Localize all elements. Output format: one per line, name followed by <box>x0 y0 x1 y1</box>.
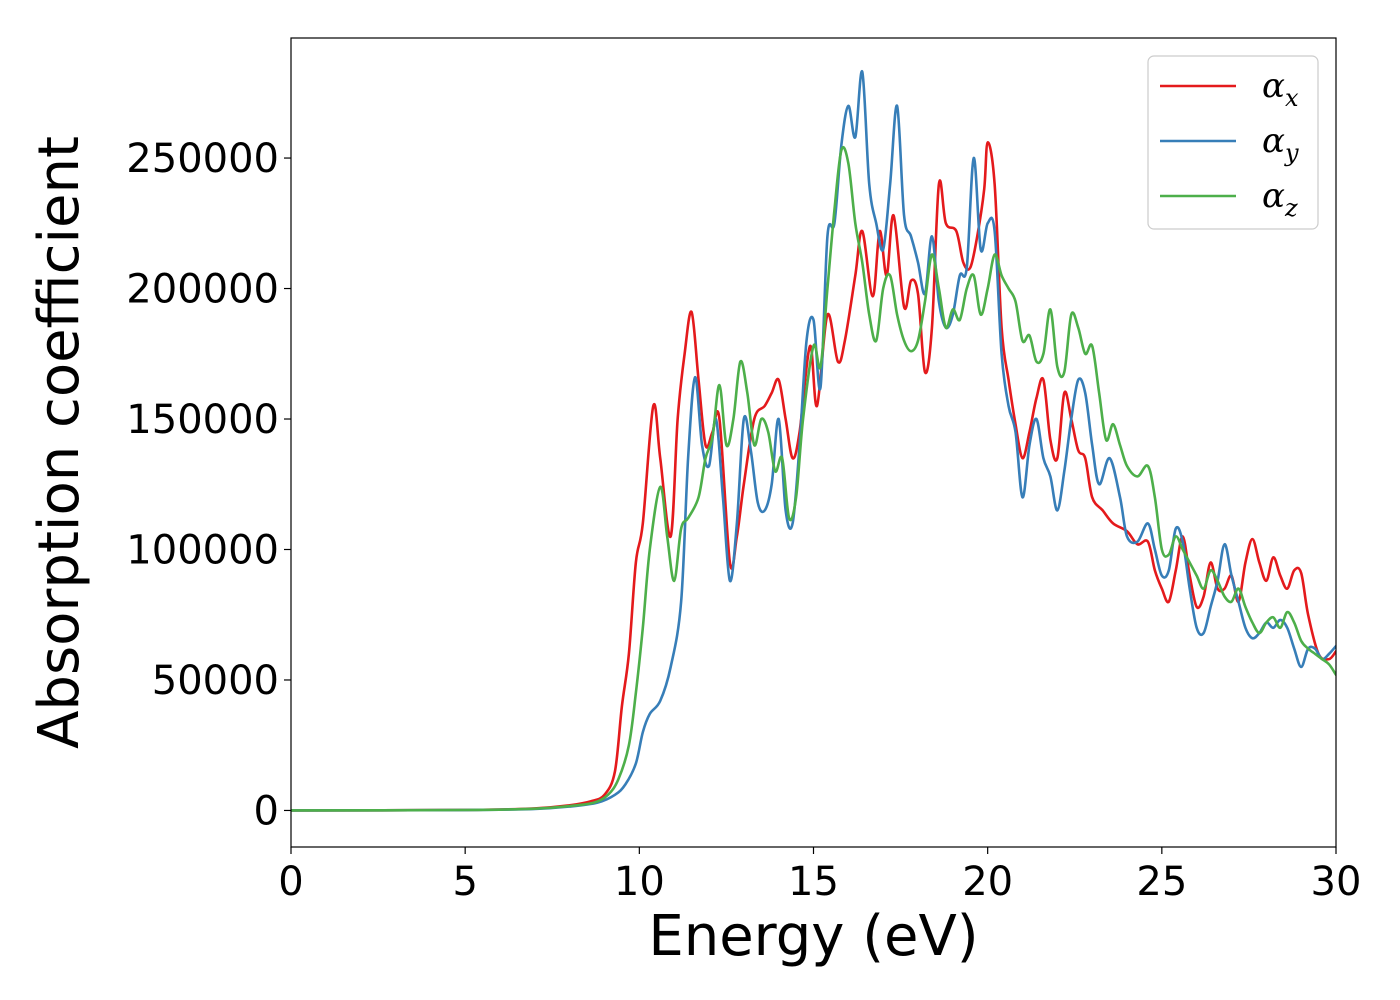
series-layer <box>291 70 1336 812</box>
y-tick-label: 200000 <box>126 267 279 313</box>
y-axis-label: Absorption coefficient <box>27 136 92 749</box>
y-tick-label: 150000 <box>126 397 279 443</box>
y-tick-label: 250000 <box>126 136 279 182</box>
x-tick-label: 0 <box>278 859 303 905</box>
x-tick-label: 15 <box>788 859 839 905</box>
x-tick-label: 30 <box>1311 859 1362 905</box>
y-tick-label: 0 <box>254 788 279 834</box>
y-tick-label: 100000 <box>126 527 279 573</box>
x-tick-label: 10 <box>614 859 665 905</box>
y-axis-ticks: 0 50000 100000 150000 200000 250000 <box>126 136 291 834</box>
series-line-alpha-z <box>291 145 1336 812</box>
y-tick-label: 50000 <box>152 658 279 704</box>
legend-box <box>1147 55 1319 230</box>
series-line-alpha-x <box>291 141 1336 812</box>
x-axis-ticks: 0 5 10 15 20 25 30 <box>278 847 1361 905</box>
x-tick-label: 20 <box>962 859 1013 905</box>
x-tick-label: 5 <box>452 859 477 905</box>
x-tick-label: 25 <box>1136 859 1187 905</box>
x-axis-label: Energy (eV) <box>648 904 978 969</box>
